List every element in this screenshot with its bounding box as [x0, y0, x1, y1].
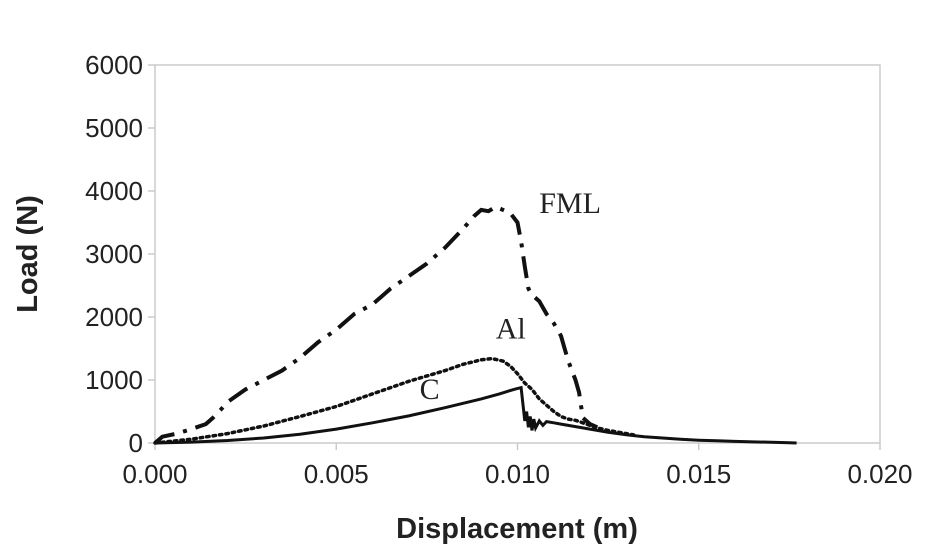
y-axis-ticks: 0 1000 2000 3000 4000 5000 6000 — [85, 50, 155, 458]
annotation-label: C — [420, 373, 440, 406]
y-axis-title: Load (N) — [12, 195, 44, 313]
y-tick-label: 2000 — [85, 302, 143, 332]
x-tick-label: 0.020 — [847, 459, 912, 489]
y-tick-label: 4000 — [85, 176, 143, 206]
series-line-fml — [153, 204, 599, 445]
series-line-al — [153, 356, 636, 445]
annotation-layer: FML Al C — [420, 187, 601, 406]
y-tick-label: 0 — [129, 428, 143, 458]
y-tick-label: 6000 — [85, 50, 143, 80]
x-axis-title: Displacement (m) — [396, 513, 638, 545]
x-axis-ticks: 0.000 0.005 0.010 0.015 0.020 — [122, 443, 913, 489]
y-tick-label: 3000 — [85, 239, 143, 269]
x-tick-label: 0.015 — [666, 459, 731, 489]
annotation-label: FML — [539, 187, 601, 220]
y-tick-label: 1000 — [85, 365, 143, 395]
plot-frame — [154, 64, 881, 444]
y-tick-label: 5000 — [85, 113, 143, 143]
annotation-label: Al — [496, 312, 526, 345]
series-layer — [153, 204, 797, 445]
x-tick-label: 0.005 — [304, 459, 369, 489]
x-tick-label: 0.010 — [485, 459, 550, 489]
series-line-c — [154, 385, 797, 445]
x-tick-label: 0.000 — [122, 459, 187, 489]
